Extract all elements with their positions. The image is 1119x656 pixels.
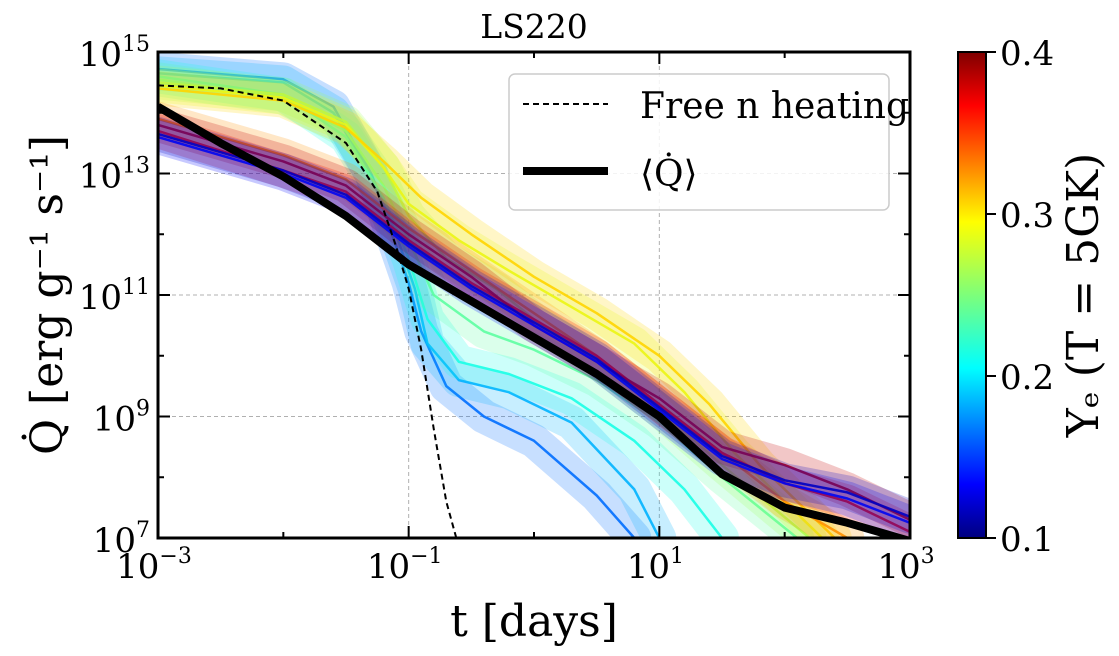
legend: Free n heating ⟨Q̇⟩ — [508, 73, 909, 211]
y-tick-label: 109 — [93, 397, 150, 440]
x-tick-label: 10−1 — [367, 544, 443, 587]
mean-heating-line — [158, 103, 910, 538]
x-axis-title: t [days] — [450, 596, 618, 647]
colorbar-tick-label: 0.2 — [1000, 358, 1054, 398]
ensemble-line — [158, 67, 636, 538]
x-tick-labels: 10−3 10−1 101 103 — [116, 544, 934, 587]
main-series — [158, 84, 910, 538]
ensemble-line — [158, 87, 836, 538]
y-tick-labels: 107 109 1011 1013 1015 — [79, 32, 150, 561]
x-tick-label: 10−3 — [116, 544, 192, 587]
ensemble-line — [158, 117, 848, 538]
y-tick-label: 1015 — [79, 32, 150, 75]
axis-ticks — [157, 51, 911, 539]
ensemble-line — [158, 84, 824, 538]
colorbar: 0.1 0.2 0.3 0.4 Yₑ (T = 5GK) — [957, 34, 1109, 560]
x-tick-label: 101 — [627, 544, 684, 587]
ensemble-line — [158, 78, 798, 538]
ensemble-line — [158, 135, 910, 524]
ensemble-line — [158, 72, 661, 538]
colorbar-tick-label: 0.1 — [1000, 520, 1054, 560]
y-tick-label: 1013 — [79, 154, 150, 197]
ensemble-lines — [158, 52, 910, 538]
y-axis-title: Q̇ [erg g⁻¹ s⁻¹] — [20, 135, 73, 455]
y-tick-label: 107 — [93, 518, 150, 561]
free-n-heating-line — [158, 84, 458, 538]
colorbar-gradient — [957, 51, 987, 539]
colorbar-ticks: 0.1 0.2 0.3 0.4 — [986, 34, 1054, 560]
colorbar-label: Yₑ (T = 5GK) — [1058, 153, 1109, 439]
x-tick-label: 103 — [877, 544, 934, 587]
ensemble-line — [158, 132, 910, 518]
legend-label-free-n: Free n heating — [640, 86, 909, 127]
legend-box — [508, 73, 890, 211]
colorbar-tick-label: 0.3 — [1000, 196, 1054, 236]
chart-title: LS220 — [480, 7, 588, 46]
y-tick-label: 1011 — [79, 275, 150, 318]
ensemble-line — [158, 75, 723, 538]
colorbar-tick-label: 0.4 — [1000, 34, 1054, 74]
legend-label-mean: ⟨Q̇⟩ — [640, 153, 698, 195]
